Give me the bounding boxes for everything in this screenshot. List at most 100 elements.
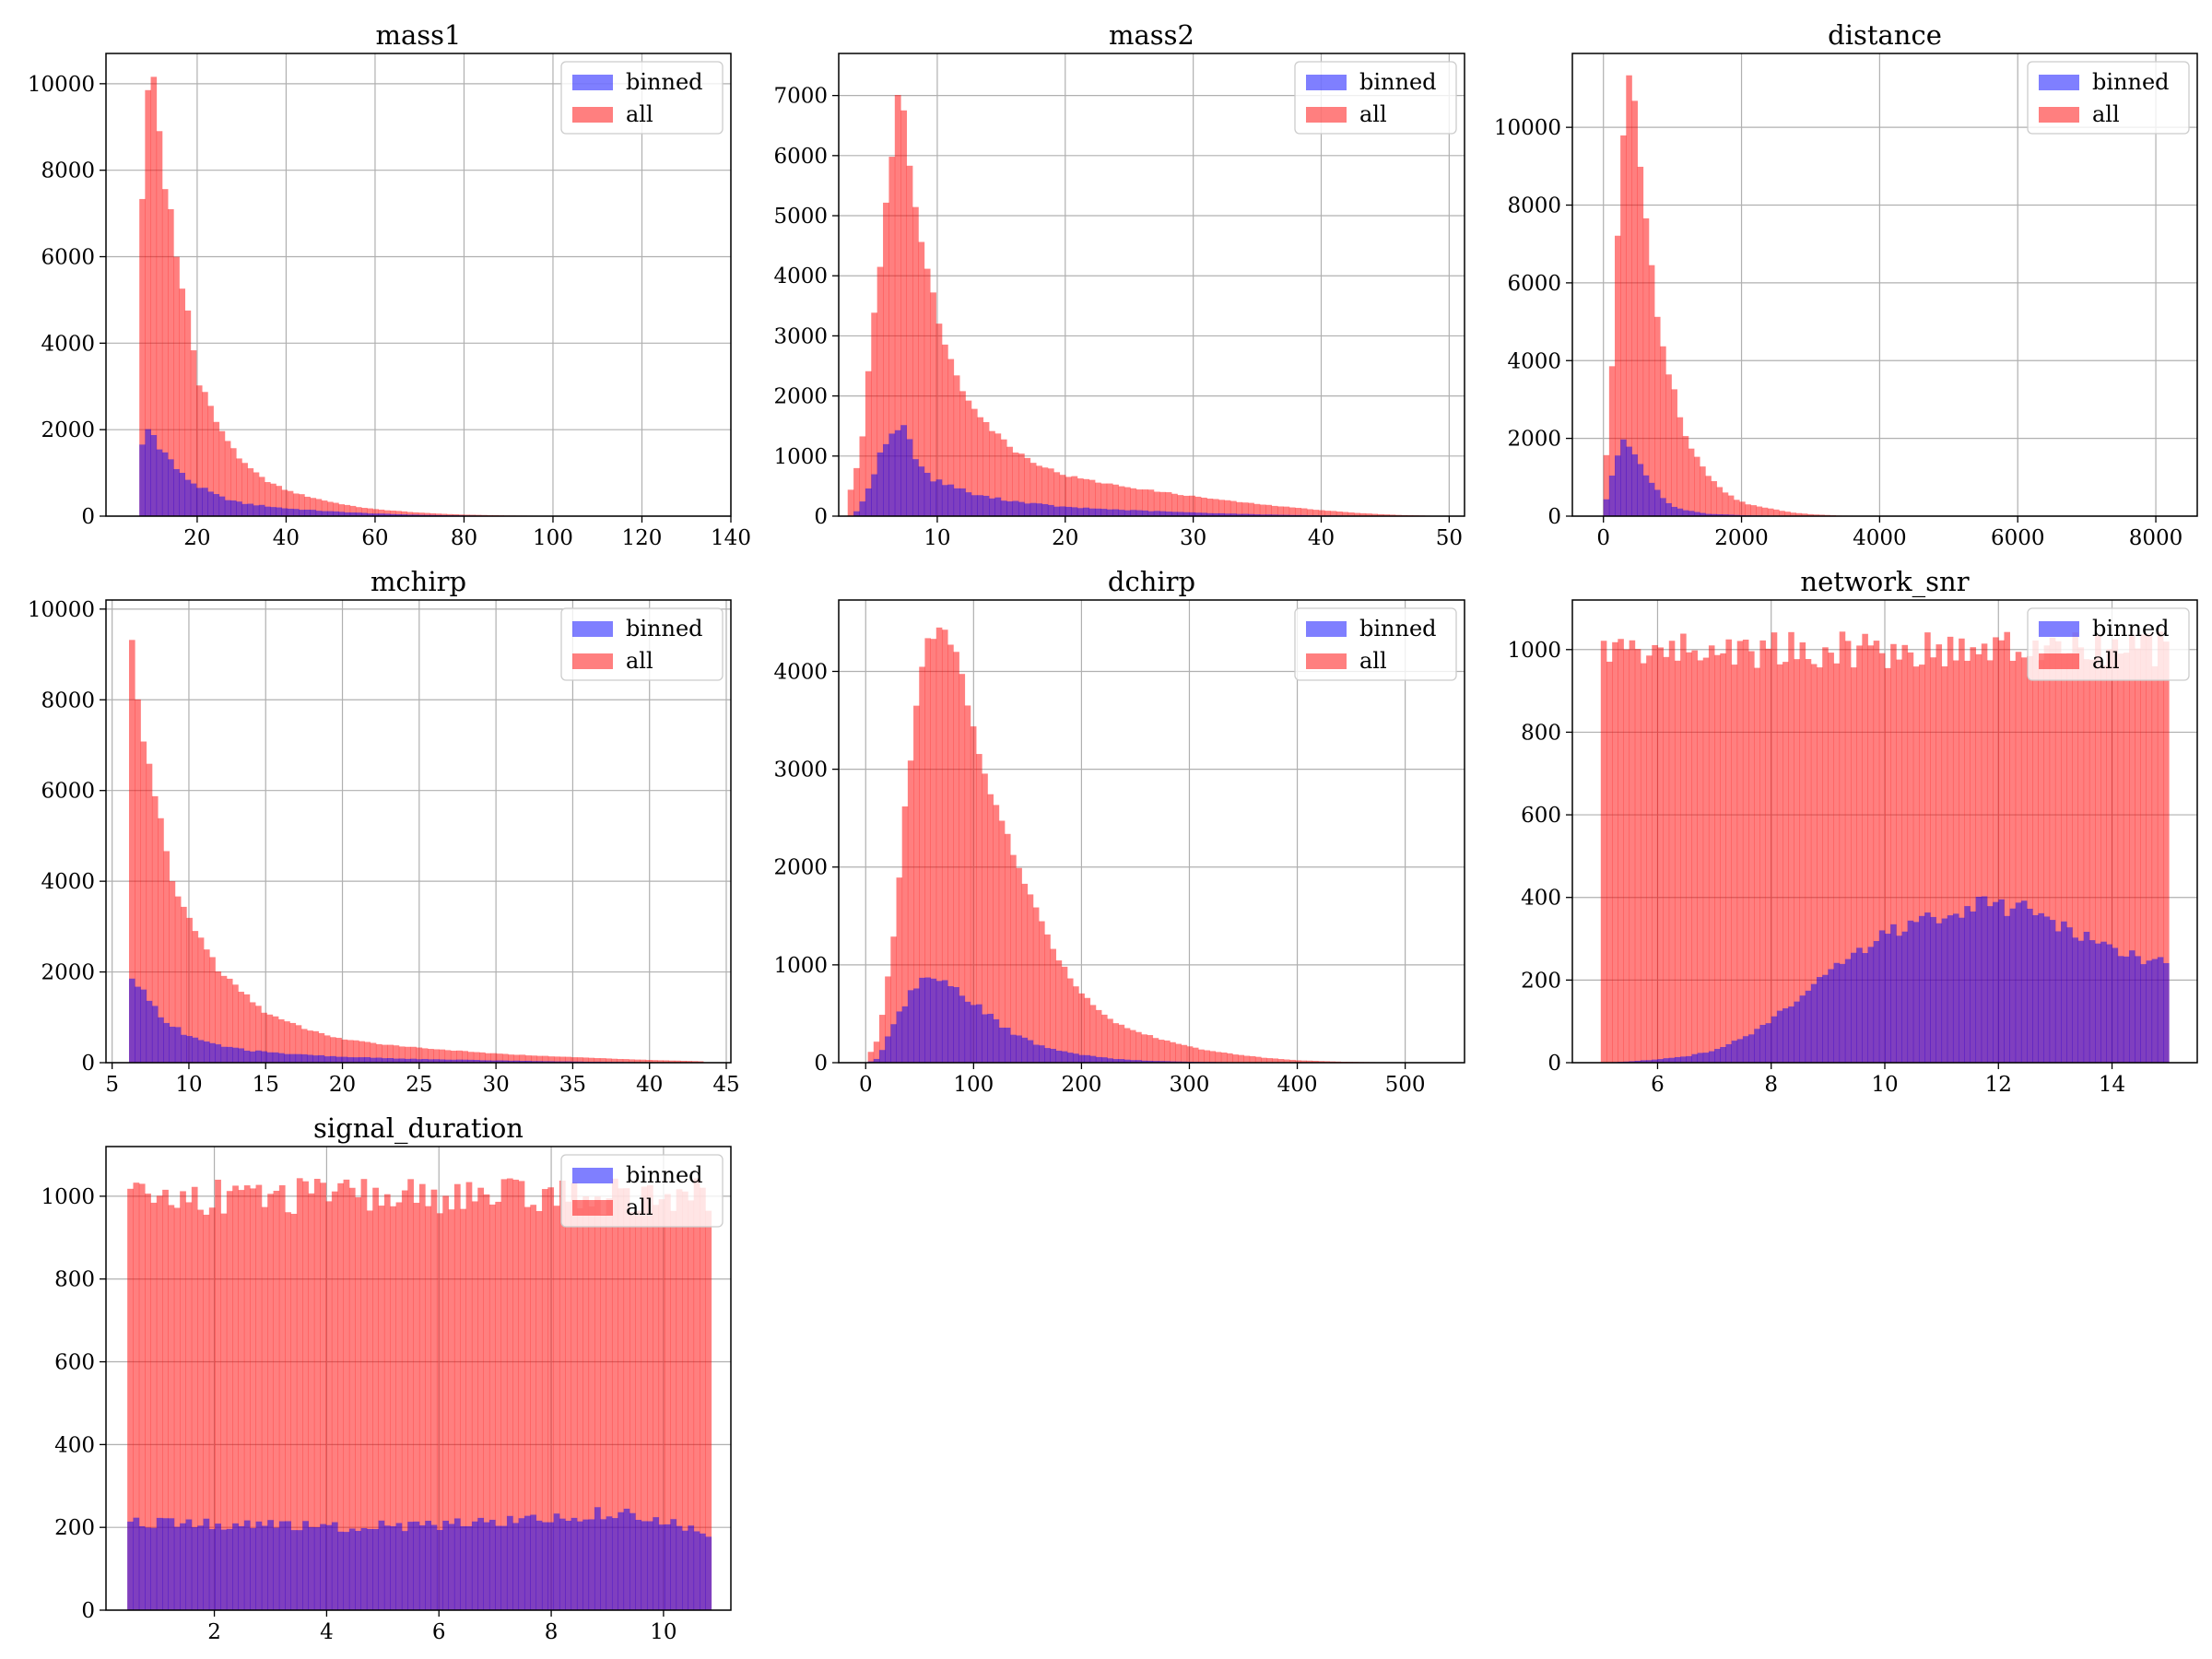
bar-all (1912, 666, 1920, 1063)
bar-binned (1032, 1044, 1040, 1063)
bar-binned (924, 977, 932, 1063)
bar-binned (439, 1059, 446, 1063)
bar-all (1124, 487, 1131, 516)
bar-all (1382, 514, 1390, 516)
bar-all (1700, 466, 1706, 516)
bar-all (272, 1016, 279, 1063)
bar-all (953, 652, 959, 1063)
bar-all (964, 705, 971, 1063)
legend-label-all: all (1359, 648, 1387, 674)
bar-binned (536, 1061, 543, 1063)
bar-all (1300, 508, 1308, 516)
bar-all (1668, 641, 1676, 1063)
bar-all (146, 763, 153, 1063)
bar-all (582, 1196, 590, 1610)
bar-all (918, 241, 925, 516)
bar-all (145, 89, 151, 517)
bar-all (456, 1050, 463, 1063)
bar-binned (208, 1529, 216, 1610)
bar-binned (243, 1050, 251, 1063)
bar-binned (506, 1515, 513, 1610)
bar-binned (1253, 514, 1261, 516)
x-tick-label: 14 (2099, 1073, 2125, 1097)
bar-all (559, 1180, 566, 1610)
bar-all (395, 1202, 403, 1610)
legend-swatch-all (2039, 653, 2079, 669)
y-tick-label: 1000 (41, 1185, 95, 1209)
bar-all (1657, 647, 1665, 1063)
bar-binned (629, 1512, 636, 1610)
bar-binned (865, 488, 872, 516)
x-tick-label: 4 (320, 1620, 334, 1644)
bar-binned (971, 495, 978, 516)
bar-all (1130, 488, 1137, 516)
bar-binned (1993, 901, 1999, 1063)
bar-all (202, 392, 208, 516)
bar-all (1047, 468, 1054, 516)
bar-binned (1716, 514, 1724, 516)
bar-binned (192, 1037, 199, 1063)
bar-all (506, 1178, 513, 1610)
bar-binned (913, 988, 920, 1063)
bar-binned (226, 1528, 233, 1610)
y-tick-label: 10000 (28, 598, 95, 622)
axes-frame (838, 599, 1465, 1064)
bar-all (1147, 1035, 1154, 1063)
bar-all (435, 513, 441, 516)
bar-binned (163, 1022, 170, 1063)
bar-binned (1637, 464, 1644, 516)
bar-all (179, 288, 186, 516)
y-tick-label: 0 (814, 505, 828, 529)
bar-binned (1885, 934, 1891, 1063)
bar-all (1077, 478, 1084, 516)
bar-binned (401, 514, 407, 516)
bar-binned (606, 1516, 613, 1610)
y-tick-label: 7000 (773, 85, 828, 109)
bar-binned (151, 1006, 159, 1063)
bar-all (2163, 641, 2170, 1063)
bar-binned (998, 1027, 1006, 1063)
bar-all (1634, 649, 1641, 1063)
bar-binned (2061, 921, 2067, 1063)
bar-all (547, 1056, 555, 1063)
bar-all (1288, 507, 1296, 516)
bar-all (446, 513, 453, 516)
x-tick-label: 140 (711, 526, 751, 550)
bar-binned (1141, 1060, 1147, 1063)
bar-binned (226, 1046, 233, 1063)
bar-binned (312, 1055, 319, 1063)
bar-binned (1680, 1056, 1687, 1063)
bar-binned (395, 513, 402, 516)
bar-binned (1731, 1041, 1738, 1063)
bar-all (635, 1210, 642, 1610)
bar-all (1152, 1038, 1159, 1063)
bar-all (697, 1061, 704, 1063)
axes-frame (105, 53, 732, 517)
bar-all (127, 1188, 134, 1610)
bar-all (1189, 495, 1195, 516)
bar-binned (885, 1036, 891, 1063)
bar-all (1702, 657, 1710, 1063)
y-tick-label: 8000 (41, 159, 95, 183)
bar-binned (418, 1524, 426, 1610)
bar-all (1371, 513, 1378, 516)
bar-all (1708, 645, 1715, 1063)
bar-all (195, 385, 203, 516)
bar-binned (287, 508, 294, 516)
bar-all (1671, 389, 1677, 516)
bar-binned (1640, 1060, 1647, 1063)
bar-all (524, 1055, 532, 1063)
legend-label-binned: binned (626, 616, 703, 641)
bar-all (600, 1214, 607, 1610)
bar-binned (333, 511, 339, 516)
bar-binned (2015, 902, 2022, 1063)
bar-all (1833, 663, 1841, 1063)
bar-binned (2095, 943, 2101, 1063)
bar-all (682, 1191, 688, 1610)
bar-binned (355, 512, 362, 516)
bar-binned (146, 1000, 153, 1063)
bar-all (203, 949, 210, 1063)
bar-binned (682, 1530, 688, 1610)
bar-binned (1862, 953, 1868, 1063)
bar-all (261, 1206, 268, 1610)
